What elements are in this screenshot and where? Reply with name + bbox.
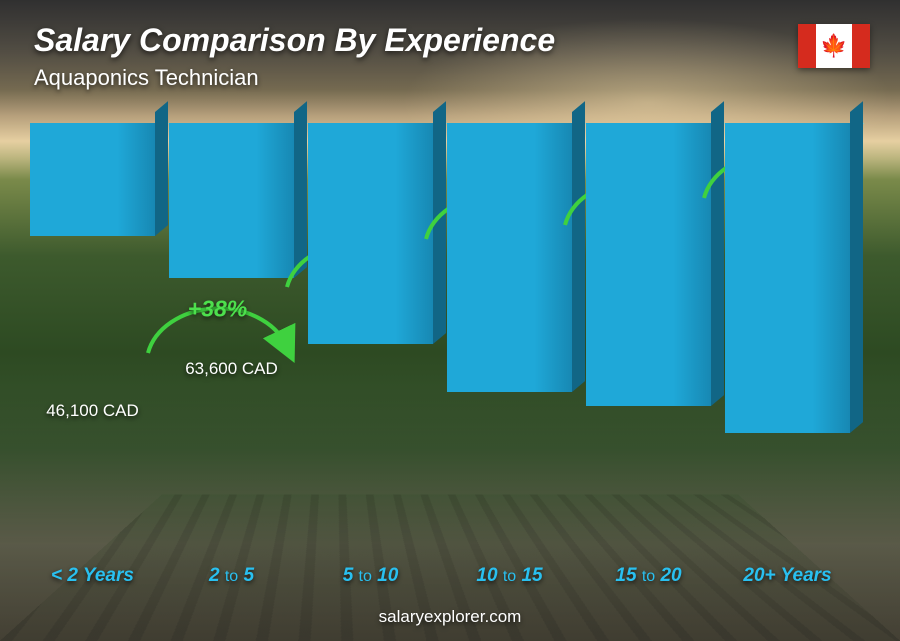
bar-category-label: < 2 Years — [51, 565, 134, 587]
flag-center: 🍁 — [816, 24, 852, 68]
page-subtitle: Aquaponics Technician — [34, 65, 555, 91]
bar — [725, 123, 850, 433]
percent-increase-label: +38% — [188, 296, 247, 323]
bar-category-label: 20+ Years — [743, 565, 831, 587]
country-flag-canada: 🍁 — [798, 24, 870, 68]
bar-group: +38%63,600 CAD 2 to 5 — [169, 123, 294, 553]
bar-category-label: 2 to 5 — [209, 565, 254, 587]
bar-category-label: 10 to 15 — [476, 565, 542, 587]
bar-label-stack: 46,100 CAD — [30, 401, 155, 429]
bar-group: +9%127,000 CAD 20+ Years — [725, 123, 850, 553]
infographic-container: Salary Comparison By Experience Aquaponi… — [0, 0, 900, 641]
bar-front-face — [30, 123, 155, 236]
flag-band-right — [852, 24, 870, 68]
bar-side-face — [155, 101, 168, 236]
header: Salary Comparison By Experience Aquaponi… — [34, 22, 555, 91]
bar-front-face — [725, 123, 850, 433]
maple-leaf-icon: 🍁 — [820, 35, 847, 57]
flag-band-left — [798, 24, 816, 68]
bar — [30, 123, 155, 236]
footer-source: salaryexplorer.com — [0, 607, 900, 627]
salary-bar-chart: 46,100 CAD < 2 Years +38%63,600 CAD 2 to… — [30, 123, 850, 553]
bar-category-label: 5 to 10 — [343, 565, 399, 587]
bar-side-face — [572, 101, 585, 392]
bar-side-face — [850, 101, 863, 433]
page-title: Salary Comparison By Experience — [34, 22, 555, 59]
bar-category-label: 15 to 20 — [615, 565, 681, 587]
bar-value-label: 46,100 CAD — [46, 401, 139, 421]
